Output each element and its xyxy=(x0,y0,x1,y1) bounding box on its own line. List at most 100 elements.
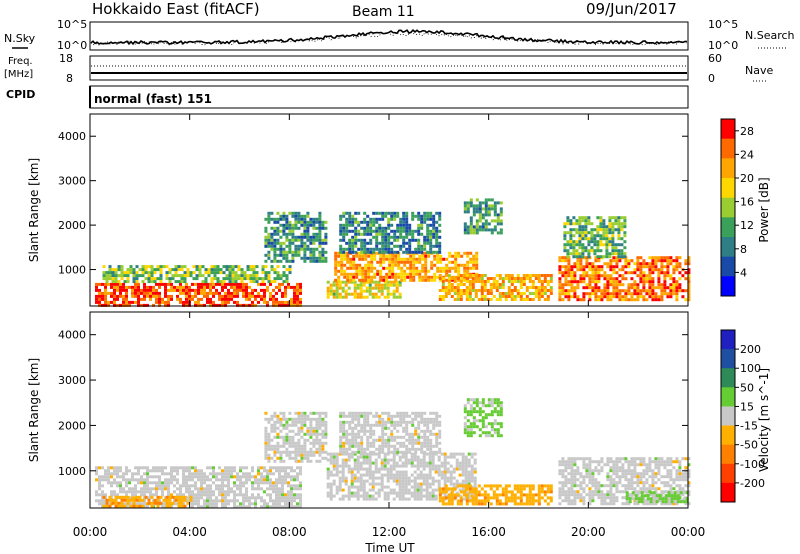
power-cell xyxy=(602,225,606,229)
power-cell xyxy=(257,282,260,286)
velocity-cell xyxy=(239,493,242,497)
velocity-cell xyxy=(507,490,511,494)
velocity-cell xyxy=(275,484,278,488)
velocity-cell xyxy=(528,496,532,500)
velocity-cell xyxy=(107,472,110,476)
velocity-cell xyxy=(299,469,302,473)
power-cell xyxy=(218,291,221,295)
power-cell xyxy=(484,198,488,202)
power-cell xyxy=(382,254,386,258)
velocity-cell xyxy=(353,467,357,471)
velocity-cell xyxy=(478,413,482,417)
velocity-cell xyxy=(254,478,257,482)
power-cell xyxy=(672,283,676,287)
velocity-cell xyxy=(458,452,462,456)
velocity-cell xyxy=(227,499,230,503)
power-cell xyxy=(572,234,576,238)
power-cell xyxy=(427,269,431,273)
velocity-cell xyxy=(332,461,336,465)
power-cell xyxy=(587,237,591,241)
velocity-cell xyxy=(282,450,286,454)
power-cell xyxy=(362,289,366,293)
power-cell xyxy=(435,220,439,224)
velocity-cell xyxy=(383,497,387,501)
power-cell xyxy=(393,217,397,221)
power-cell xyxy=(168,277,172,281)
power-y-tick-label: 3000 xyxy=(58,175,86,188)
velocity-cell xyxy=(332,467,336,471)
velocity-cell xyxy=(480,487,484,491)
velocity-cell xyxy=(156,495,160,499)
power-cell xyxy=(402,214,406,218)
velocity-cell xyxy=(495,493,499,497)
velocity-cell xyxy=(414,417,418,421)
velocity-cell xyxy=(215,499,218,503)
power-cell xyxy=(182,291,185,295)
power-cell xyxy=(213,265,217,269)
velocity-cell xyxy=(438,490,442,494)
velocity-cell xyxy=(294,447,298,451)
velocity-cell xyxy=(125,469,128,473)
velocity-cell xyxy=(296,475,299,479)
power-cell xyxy=(156,268,160,272)
velocity-cell xyxy=(161,487,164,491)
velocity-cell xyxy=(363,429,367,433)
power-cell xyxy=(233,291,236,295)
power-cell xyxy=(150,277,154,281)
velocity-cell xyxy=(378,423,382,427)
power-cell xyxy=(396,211,400,215)
power-cell xyxy=(609,268,613,272)
power-cell xyxy=(402,238,406,242)
power-cell xyxy=(612,292,616,296)
velocity-cell xyxy=(299,502,302,506)
power-cell xyxy=(152,288,155,292)
power-cell xyxy=(306,238,310,242)
power-cell xyxy=(620,225,624,229)
velocity-cell xyxy=(116,475,119,479)
power-cell xyxy=(493,228,497,232)
power-cell xyxy=(566,240,570,244)
power-y-tick-label: 2000 xyxy=(58,219,86,232)
velocity-cell xyxy=(440,461,444,465)
power-cell xyxy=(669,259,673,263)
velocity-cell xyxy=(456,502,460,506)
power-cell xyxy=(309,220,313,224)
power-cell xyxy=(364,263,368,267)
power-cell xyxy=(675,265,679,269)
velocity-cell xyxy=(398,458,402,462)
power-cell xyxy=(356,286,360,290)
velocity-cell xyxy=(558,463,562,467)
velocity-cell xyxy=(339,438,343,442)
power-cell xyxy=(204,268,208,272)
power-cell xyxy=(424,251,428,255)
power-colorbar-tick-label: 8 xyxy=(740,243,747,256)
power-cell xyxy=(450,289,454,292)
velocity-cell xyxy=(399,414,403,418)
power-cell xyxy=(279,259,283,263)
power-cell xyxy=(611,243,615,247)
velocity-cell xyxy=(273,411,277,415)
velocity-cell xyxy=(180,501,184,505)
velocity-cell xyxy=(203,499,206,503)
power-cell xyxy=(599,240,603,244)
power-cell xyxy=(611,216,615,220)
velocity-cell xyxy=(270,429,274,433)
power-cell xyxy=(606,283,610,287)
power-cell xyxy=(194,294,197,298)
power-cell xyxy=(361,275,365,279)
velocity-cell xyxy=(264,447,268,451)
velocity-cell xyxy=(356,494,360,498)
velocity-cell xyxy=(236,493,239,497)
power-cell xyxy=(587,222,591,226)
velocity-cell xyxy=(281,487,284,491)
velocity-cell xyxy=(549,484,553,488)
power-cell xyxy=(630,292,634,296)
velocity-cell xyxy=(432,450,436,454)
power-cell xyxy=(581,228,585,232)
power-cell xyxy=(522,280,526,283)
power-cell xyxy=(675,295,679,299)
power-cell xyxy=(566,216,570,220)
power-cell xyxy=(648,292,652,296)
velocity-cell xyxy=(296,502,299,506)
